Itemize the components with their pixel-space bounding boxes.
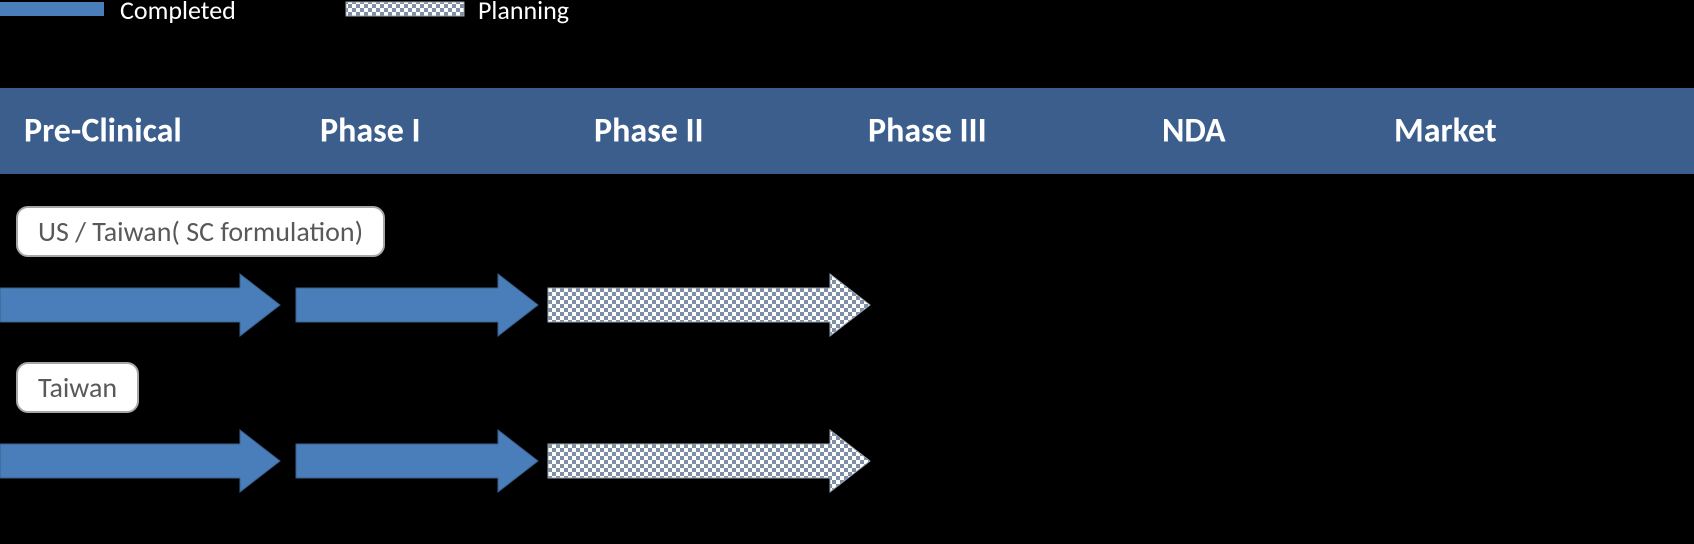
progress-arrow-completed [296,274,538,336]
progress-arrow-completed [0,430,280,492]
diagram-stage: Completed Planning Pre-Clinical Phase I … [0,0,1694,544]
progress-arrow-completed [0,274,280,336]
progress-arrow-planning [548,274,870,336]
arrows-layer [0,0,1694,544]
progress-arrow-completed [296,430,538,492]
progress-arrow-planning [548,430,870,492]
